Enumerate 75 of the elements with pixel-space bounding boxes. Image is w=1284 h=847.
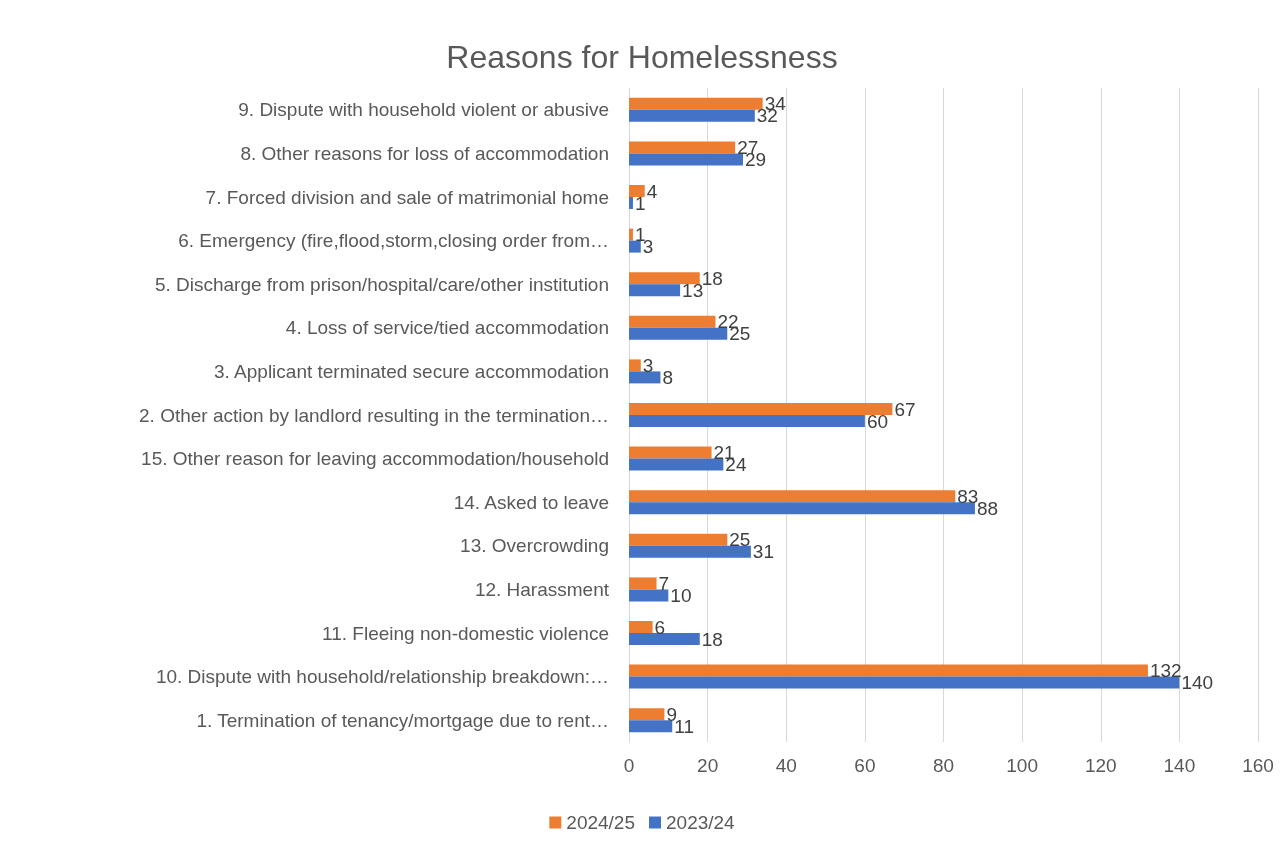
bar	[629, 458, 724, 471]
chart-title: Reasons for Homelessness	[446, 39, 838, 75]
data-label: 18	[701, 267, 723, 289]
y-tick-label: 5. Discharge from prison/hospital/care/other institution	[154, 273, 609, 295]
x-tick-label: 20	[697, 755, 719, 776]
y-tick-label: 7. Forced division and sale of matrimonial home	[205, 186, 609, 208]
data-label: 3	[642, 354, 654, 376]
data-label: 140	[1181, 672, 1214, 694]
bar	[629, 272, 700, 285]
data-label: 1	[634, 192, 646, 214]
bar	[629, 185, 645, 197]
x-tick-label: 160	[1242, 755, 1274, 776]
y-tick-label: 4. Loss of service/tied accommodation	[285, 317, 609, 339]
bar	[629, 97, 763, 110]
bar	[629, 315, 716, 328]
data-label: 25	[729, 529, 751, 551]
bar	[629, 141, 736, 154]
x-tick-label: 120	[1084, 755, 1117, 776]
bar	[629, 109, 755, 122]
data-label: 132	[1149, 660, 1182, 682]
data-label: 4	[646, 180, 658, 202]
y-tick-label: 1. Termination of tenancy/mortgage due to rent…	[196, 709, 609, 731]
bar	[629, 589, 669, 602]
bar	[629, 284, 681, 297]
bar	[629, 720, 673, 733]
bar	[629, 676, 1180, 689]
y-tick-label: 6. Emergency (fire,flood,storm,closing order from…	[178, 230, 609, 252]
y-tick-label: 15. Other reason for leaving accommodation/household	[141, 448, 609, 470]
data-label: 7	[658, 572, 670, 594]
data-label: 9	[666, 703, 677, 725]
y-tick-label: 12. Harassment	[474, 578, 610, 600]
x-tick-label: 100	[1006, 755, 1038, 776]
y-tick-label: 2. Other action by landlord resulting in the termination…	[139, 404, 609, 426]
data-label: 67	[894, 398, 916, 420]
data-label: 31	[752, 541, 775, 563]
data-label: 6	[654, 616, 666, 638]
legend-label: 2023/24	[666, 812, 736, 833]
bar	[629, 533, 728, 546]
bar	[629, 403, 893, 415]
data-label: 60	[866, 410, 889, 432]
y-tick-label: 8. Other reasons for loss of accommodation	[240, 142, 609, 164]
bar	[629, 371, 661, 384]
bar	[629, 228, 633, 241]
y-tick-label: 3. Applicant terminated secure accommodation	[214, 360, 609, 382]
y-tick-label: 11. Fleeing non-domestic violence	[322, 622, 609, 644]
bar	[629, 490, 956, 503]
bar	[629, 359, 641, 372]
bar	[629, 327, 728, 340]
data-label: 18	[701, 628, 723, 650]
bar	[629, 446, 712, 459]
bar	[629, 502, 975, 515]
data-label: 83	[957, 485, 979, 507]
bar	[629, 240, 641, 253]
x-tick-label: 60	[854, 755, 876, 776]
bar	[629, 708, 665, 721]
data-label: 13	[682, 279, 704, 301]
bar	[629, 153, 744, 166]
bar	[629, 664, 1148, 677]
data-label: 8	[662, 366, 674, 388]
y-tick-label: 13. Overcrowding	[460, 535, 609, 557]
bar	[629, 197, 633, 209]
legend-label: 2024/25	[566, 812, 636, 833]
bar	[629, 633, 700, 645]
y-tick-label: 10. Dispute with household/relationship breakdown:…	[155, 666, 609, 688]
bar	[629, 577, 657, 590]
y-tick-label: 14. Asked to leave	[453, 491, 609, 513]
x-tick-label: 40	[775, 755, 797, 776]
bar	[629, 621, 653, 633]
bar	[629, 415, 865, 427]
data-label: 10	[670, 584, 692, 606]
x-tick-label: 0	[623, 755, 635, 776]
bar	[629, 545, 751, 558]
y-tick-label: 9. Dispute with household violent or abusive	[238, 99, 609, 121]
x-tick-label: 80	[932, 755, 955, 776]
x-tick-label: 140	[1163, 755, 1196, 776]
